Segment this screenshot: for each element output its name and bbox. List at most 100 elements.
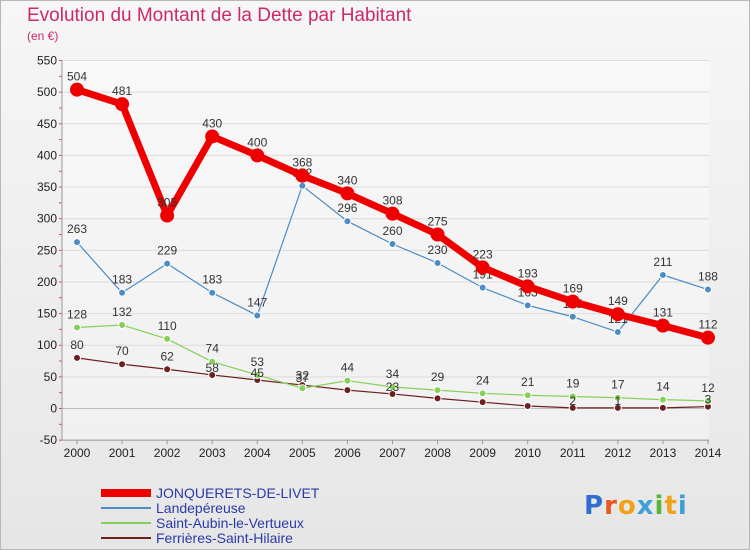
data-point (478, 283, 487, 292)
data-label: 17 (611, 378, 625, 392)
data-label: 53 (251, 355, 265, 369)
y-tick-label: 150 (37, 307, 57, 321)
data-label: 62 (160, 349, 174, 363)
data-label: 504 (67, 70, 87, 84)
logo-letter: x (636, 491, 655, 521)
legend-swatch (101, 488, 151, 497)
data-point (343, 376, 352, 385)
data-point (163, 365, 172, 374)
legend: JONQUERETS-DE-LIVET Landepéreuse Saint-Aub… (101, 484, 320, 546)
legend-label: Saint-Aubin-le-Vertueux (156, 514, 304, 531)
data-label: 340 (337, 173, 357, 187)
x-tick-label: 2008 (424, 446, 451, 460)
data-label: 44 (341, 361, 355, 375)
data-point (388, 382, 397, 391)
x-tick-label: 2003 (199, 446, 226, 460)
logo-letter: t (664, 491, 678, 521)
data-point (478, 398, 487, 407)
legend-swatch (101, 506, 151, 509)
data-label: 112 (698, 318, 717, 332)
data-label: 223 (473, 247, 493, 261)
x-tick-label: 2012 (604, 446, 631, 460)
data-label: 169 (563, 282, 583, 296)
data-point (658, 403, 667, 412)
data-label: 229 (157, 244, 177, 258)
y-tick-label: 400 (37, 148, 57, 162)
x-tick-label: 2001 (109, 446, 136, 460)
data-point (163, 334, 172, 343)
data-point (385, 206, 400, 221)
legend-swatch (101, 521, 151, 524)
data-point (298, 181, 307, 190)
data-point (118, 320, 127, 329)
legend-label: Landepéreuse (156, 499, 246, 516)
data-label: 2 (569, 394, 576, 408)
data-label: 260 (382, 224, 402, 238)
data-label: 12 (701, 381, 715, 395)
legend-item: Landepéreuse (101, 499, 319, 516)
data-label: 34 (386, 367, 400, 381)
x-tick-label: 2009 (469, 446, 496, 460)
data-point (523, 391, 532, 400)
data-label: 275 (428, 215, 448, 229)
data-point (523, 301, 532, 310)
data-point (433, 394, 442, 403)
y-tick-label: 0 (50, 402, 57, 416)
data-label: 149 (608, 294, 628, 308)
legend-label: Ferrières-Saint-Hilaire (156, 529, 293, 546)
y-tick-label: 500 (37, 85, 57, 99)
data-label: 308 (382, 194, 402, 208)
data-label: 21 (521, 375, 535, 389)
data-point (568, 403, 577, 412)
data-point (655, 318, 670, 333)
data-label: 19 (566, 376, 580, 390)
data-label: 14 (656, 380, 670, 394)
data-label: 58 (206, 361, 220, 375)
logo-letter: P (584, 491, 605, 521)
data-point (73, 353, 81, 362)
data-point (568, 312, 577, 321)
y-tick-label: -50 (40, 433, 58, 447)
data-point (613, 403, 622, 412)
data-point (295, 168, 310, 183)
proxiti-logo: Proxiti (584, 491, 688, 521)
data-point (478, 389, 487, 398)
logo-letter: i (677, 491, 688, 521)
data-label: 305 (157, 196, 177, 210)
y-tick-label: 50 (44, 370, 58, 384)
logo-letter: i (654, 491, 665, 521)
data-label: 32 (296, 368, 310, 382)
data-label: 183 (202, 273, 222, 287)
logo-letter: o (617, 491, 637, 521)
data-point (163, 259, 172, 268)
y-tick-label: 450 (37, 117, 57, 131)
data-label: 132 (112, 305, 132, 319)
data-label: 45 (251, 366, 265, 380)
data-point (73, 238, 81, 247)
x-tick-label: 2000 (64, 446, 91, 460)
data-point (343, 217, 352, 226)
x-tick-label: 2006 (334, 446, 361, 460)
data-label: 183 (112, 273, 132, 287)
legend-item: Ferrières-Saint-Hilaire (101, 529, 319, 546)
x-tick-label: 2005 (289, 446, 316, 460)
y-tick-label: 550 (37, 54, 57, 68)
data-label: 74 (206, 342, 220, 356)
data-point (118, 360, 127, 369)
data-label: 296 (337, 201, 357, 215)
x-tick-label: 2002 (154, 446, 181, 460)
data-label: 188 (698, 270, 718, 284)
data-point (658, 395, 667, 404)
data-point (298, 384, 307, 393)
data-label: 481 (112, 84, 132, 98)
x-tick-label: 2004 (244, 446, 271, 460)
legend-label: JONQUERETS-DE-LIVET (156, 484, 320, 501)
x-tick-label: 2010 (514, 446, 541, 460)
x-tick-label: 2013 (650, 446, 677, 460)
data-point (523, 401, 532, 410)
data-point (118, 288, 127, 297)
data-point (343, 386, 352, 395)
data-point (610, 307, 625, 322)
